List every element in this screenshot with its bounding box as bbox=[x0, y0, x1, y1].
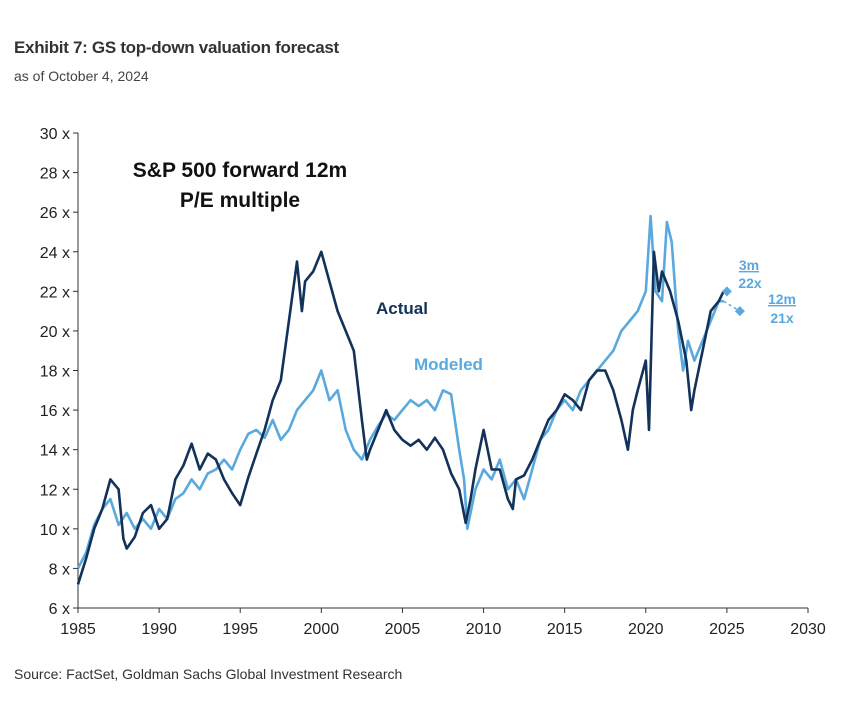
forecast-marker-12m bbox=[734, 306, 745, 317]
legend-label-modeled: Modeled bbox=[414, 355, 483, 374]
y-tick-label: 20 x bbox=[40, 324, 70, 341]
series-line-modeled bbox=[76, 214, 724, 569]
exhibit-title: Exhibit 7: GS top-down valuation forecas… bbox=[14, 38, 339, 57]
y-tick-label: 16 x bbox=[40, 403, 70, 420]
x-tick-label: 2025 bbox=[709, 621, 745, 638]
y-tick-label: 18 x bbox=[40, 364, 70, 381]
x-tick-label: 2010 bbox=[466, 621, 502, 638]
y-tick-label: 30 x bbox=[40, 126, 70, 143]
x-tick-label: 2020 bbox=[628, 621, 664, 638]
x-tick-label: 2000 bbox=[304, 621, 340, 638]
y-tick-label: 10 x bbox=[40, 522, 70, 539]
forecast-3m-value: 22x bbox=[738, 275, 762, 291]
y-tick-label: 14 x bbox=[40, 443, 70, 460]
source-note: Source: FactSet, Goldman Sachs Global In… bbox=[14, 666, 403, 682]
forecast-12m-label: 12m bbox=[768, 291, 796, 307]
forecast-marker-3m bbox=[721, 286, 732, 297]
forecast-3m-label: 3m bbox=[739, 257, 759, 273]
chart-lines bbox=[76, 214, 725, 585]
chart-title-line2: P/E multiple bbox=[180, 189, 300, 212]
forecast-12m-value: 21x bbox=[770, 310, 794, 326]
x-tick-label: 1995 bbox=[222, 621, 258, 638]
y-tick-label: 26 x bbox=[40, 205, 70, 222]
y-tick-label: 28 x bbox=[40, 166, 70, 183]
y-tick-label: 6 x bbox=[49, 601, 70, 618]
y-tick-label: 8 x bbox=[49, 561, 70, 578]
x-tick-label: 1985 bbox=[60, 621, 96, 638]
legend-label-actual: Actual bbox=[376, 299, 428, 318]
x-tick-label: 2015 bbox=[547, 621, 583, 638]
chart-title-line1: S&P 500 forward 12m bbox=[133, 159, 347, 182]
chart-ticks: 6 x 8 x 10 x 12 x 14 x 16 x 18 x 20 x 22 x 24 x 26… bbox=[40, 126, 826, 638]
y-tick-label: 22 x bbox=[40, 284, 70, 301]
series-line-actual bbox=[76, 250, 725, 585]
forecast-markers: 3m 22x 12m 21x bbox=[721, 257, 796, 326]
x-tick-label: 2005 bbox=[385, 621, 421, 638]
x-tick-label: 2030 bbox=[790, 621, 826, 638]
y-tick-label: 12 x bbox=[40, 482, 70, 499]
y-tick-label: 24 x bbox=[40, 245, 70, 262]
exhibit-subtitle: as of October 4, 2024 bbox=[14, 68, 149, 84]
x-tick-label: 1990 bbox=[141, 621, 177, 638]
